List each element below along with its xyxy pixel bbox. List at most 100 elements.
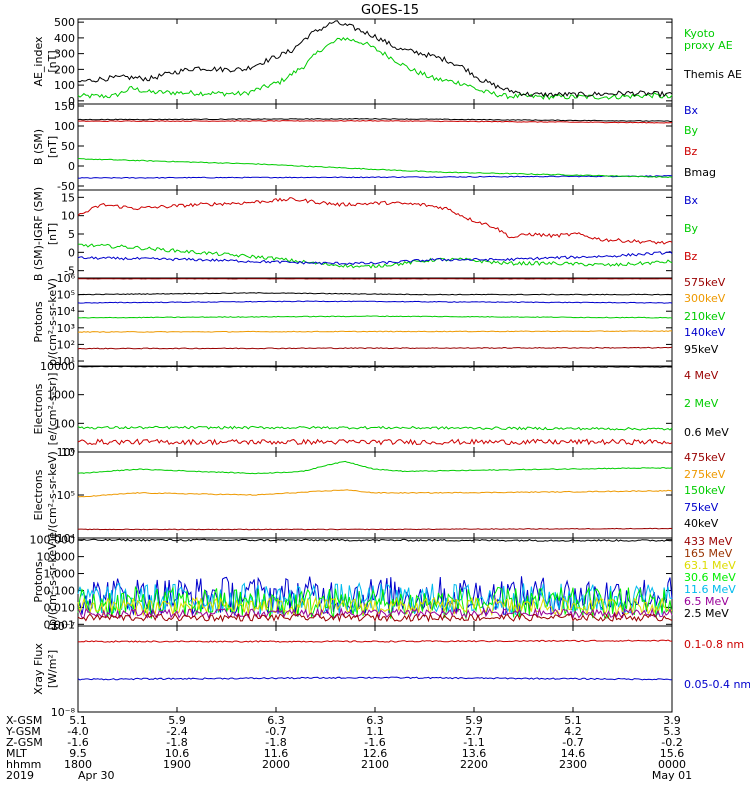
x-axis-value: 5.1 bbox=[564, 714, 582, 727]
x-axis-row-label: 2019 bbox=[6, 769, 34, 782]
x-axis-value: -0.7 bbox=[562, 736, 583, 749]
y-axis-label: Electrons bbox=[32, 383, 45, 434]
x-axis-value: 1900 bbox=[163, 758, 191, 771]
x-axis-value: 2300 bbox=[559, 758, 587, 771]
legend-entry: 6.5 MeV bbox=[684, 595, 729, 608]
legend-entry: Bz bbox=[684, 145, 698, 158]
x-axis-value: 5.9 bbox=[465, 714, 483, 727]
y-axis-label: p/(cm²-s-sr-keV) bbox=[46, 278, 59, 366]
legend-entry: Bx bbox=[684, 104, 699, 117]
x-axis-row-label: Z-GSM bbox=[6, 736, 43, 749]
series-line bbox=[77, 250, 673, 266]
x-axis-row-label: Y-GSM bbox=[5, 725, 41, 738]
series-line bbox=[77, 197, 673, 245]
x-axis-table: X-GSMY-GSMZ-GSMMLThhmm20195.1-4.0-1.69.5… bbox=[5, 714, 692, 782]
y-axis-label: B (SM) bbox=[32, 129, 45, 165]
y-axis-label: [nT] bbox=[46, 223, 59, 245]
panel-frame bbox=[77, 189, 673, 279]
series-line bbox=[77, 489, 673, 498]
x-axis-value: 10.6 bbox=[165, 747, 190, 760]
y-axis-label: Protons bbox=[32, 301, 45, 342]
x-axis-value: Apr 30 bbox=[78, 769, 115, 782]
x-axis-value: May 01 bbox=[652, 769, 692, 782]
y-tick-label: 10⁻⁸ bbox=[51, 706, 76, 719]
panel-frame bbox=[77, 277, 673, 367]
x-axis-value: 1800 bbox=[64, 758, 92, 771]
y-tick-label: 0.001 bbox=[44, 618, 76, 631]
legend-entry: 11.6 MeV bbox=[684, 583, 736, 596]
x-axis-row-label: hhmm bbox=[6, 758, 41, 771]
legend-entry: 275keV bbox=[684, 468, 726, 481]
series-line bbox=[77, 527, 673, 531]
x-axis-value: 11.6 bbox=[264, 747, 289, 760]
panel-4: 10¹ 10² 10³ 10⁴ 10⁵ 10⁶ Protons p/(cm²-s-sr-keV… bbox=[32, 272, 726, 368]
legend-entry: Bx bbox=[684, 194, 699, 207]
x-axis-value: -1.1 bbox=[463, 736, 484, 749]
x-axis-value: -1.6 bbox=[364, 736, 385, 749]
x-axis-value: 9.5 bbox=[69, 747, 87, 760]
x-axis-row-label: MLT bbox=[6, 747, 27, 760]
series-line bbox=[77, 330, 673, 333]
x-axis-value: 5.3 bbox=[663, 725, 681, 738]
y-tick-label: 10¹ bbox=[57, 355, 75, 368]
x-axis-value: 2000 bbox=[262, 758, 290, 771]
panel-5: 10 100 1000 10000 Electrons [e/(cm²-s-sr)] 4 M… bbox=[32, 360, 729, 459]
panel-frame bbox=[77, 625, 673, 713]
series-line bbox=[77, 425, 673, 431]
legend-entry: Kyoto bbox=[684, 27, 715, 40]
legend-entry: Bz bbox=[684, 250, 698, 263]
y-tick-label: -50 bbox=[57, 180, 75, 193]
x-axis-value: 4.2 bbox=[564, 725, 582, 738]
y-axis-label: Xray Flux bbox=[32, 643, 45, 695]
legend-entry: By bbox=[684, 124, 699, 137]
x-axis-value: 5.9 bbox=[168, 714, 186, 727]
y-axis-label: B (SM)-IGRF (SM) bbox=[32, 187, 45, 281]
y-tick-label: 10⁵ bbox=[57, 489, 75, 502]
legend-entry: 0.1-0.8 nm bbox=[684, 638, 744, 651]
y-tick-label: 400 bbox=[54, 32, 75, 45]
y-tick-label: 0 bbox=[68, 160, 75, 173]
x-axis-value: -1.8 bbox=[166, 736, 187, 749]
panel-8: 10⁻⁸ 10⁻⁷ Xray Flux [W/m²] 0.1-0.8 nm 0.05-0.… bbox=[32, 620, 750, 719]
legend-entry: 0.05-0.4 nm bbox=[684, 678, 750, 691]
y-tick-label: 10000 bbox=[40, 360, 75, 373]
x-axis-value: 1.1 bbox=[366, 725, 384, 738]
x-axis-value: 15.6 bbox=[660, 747, 685, 760]
y-axis-label: Protons bbox=[32, 561, 45, 602]
y-tick-label: 200 bbox=[54, 63, 75, 76]
y-tick-label: 10 bbox=[61, 210, 75, 223]
series-line bbox=[77, 346, 673, 350]
legend-entry: 95keV bbox=[684, 343, 719, 356]
legend-entry: 4 MeV bbox=[684, 369, 719, 382]
legend-entry: 575keV bbox=[684, 276, 726, 289]
y-tick-label: 10⁶ bbox=[57, 446, 76, 459]
legend-entry: 0.6 MeV bbox=[684, 426, 729, 439]
series-line bbox=[77, 315, 673, 319]
y-tick-label: 150 bbox=[54, 100, 75, 113]
y-tick-label: 0 bbox=[68, 246, 75, 259]
legend-entry: 2 MeV bbox=[684, 397, 719, 410]
y-tick-label: 10³ bbox=[57, 322, 75, 335]
y-axis-label: [p/(cm²-s-sr-keV)] bbox=[46, 534, 59, 631]
y-tick-label: 100 bbox=[54, 417, 75, 430]
y-tick-label: 500 bbox=[54, 16, 75, 29]
x-axis-value: -1.6 bbox=[67, 736, 88, 749]
x-axis-value: 2.7 bbox=[465, 725, 483, 738]
x-axis-value: -4.0 bbox=[67, 725, 88, 738]
series-line bbox=[77, 365, 673, 368]
x-axis-value: -2.4 bbox=[166, 725, 187, 738]
series-line bbox=[77, 607, 673, 620]
x-axis-value: 12.6 bbox=[363, 747, 388, 760]
series-line bbox=[77, 243, 673, 269]
y-tick-label: 10⁴ bbox=[57, 532, 76, 545]
legend-entry: 165 MeV bbox=[684, 547, 733, 560]
y-tick-label: 50 bbox=[61, 140, 75, 153]
series-line bbox=[77, 460, 673, 475]
panel-2: -50 0 50 100 150 B (SM) [nT] Bx By Bz Bmag bbox=[32, 100, 716, 193]
legend-entry: 475keV bbox=[684, 451, 726, 464]
legend-entry: 300keV bbox=[684, 292, 726, 305]
panel-6: 10⁴ 10⁵ 10⁶ Electrons e/(cm²-s-sr-keV) 475keV… bbox=[32, 446, 726, 545]
chart-title: GOES-15 bbox=[361, 3, 419, 18]
